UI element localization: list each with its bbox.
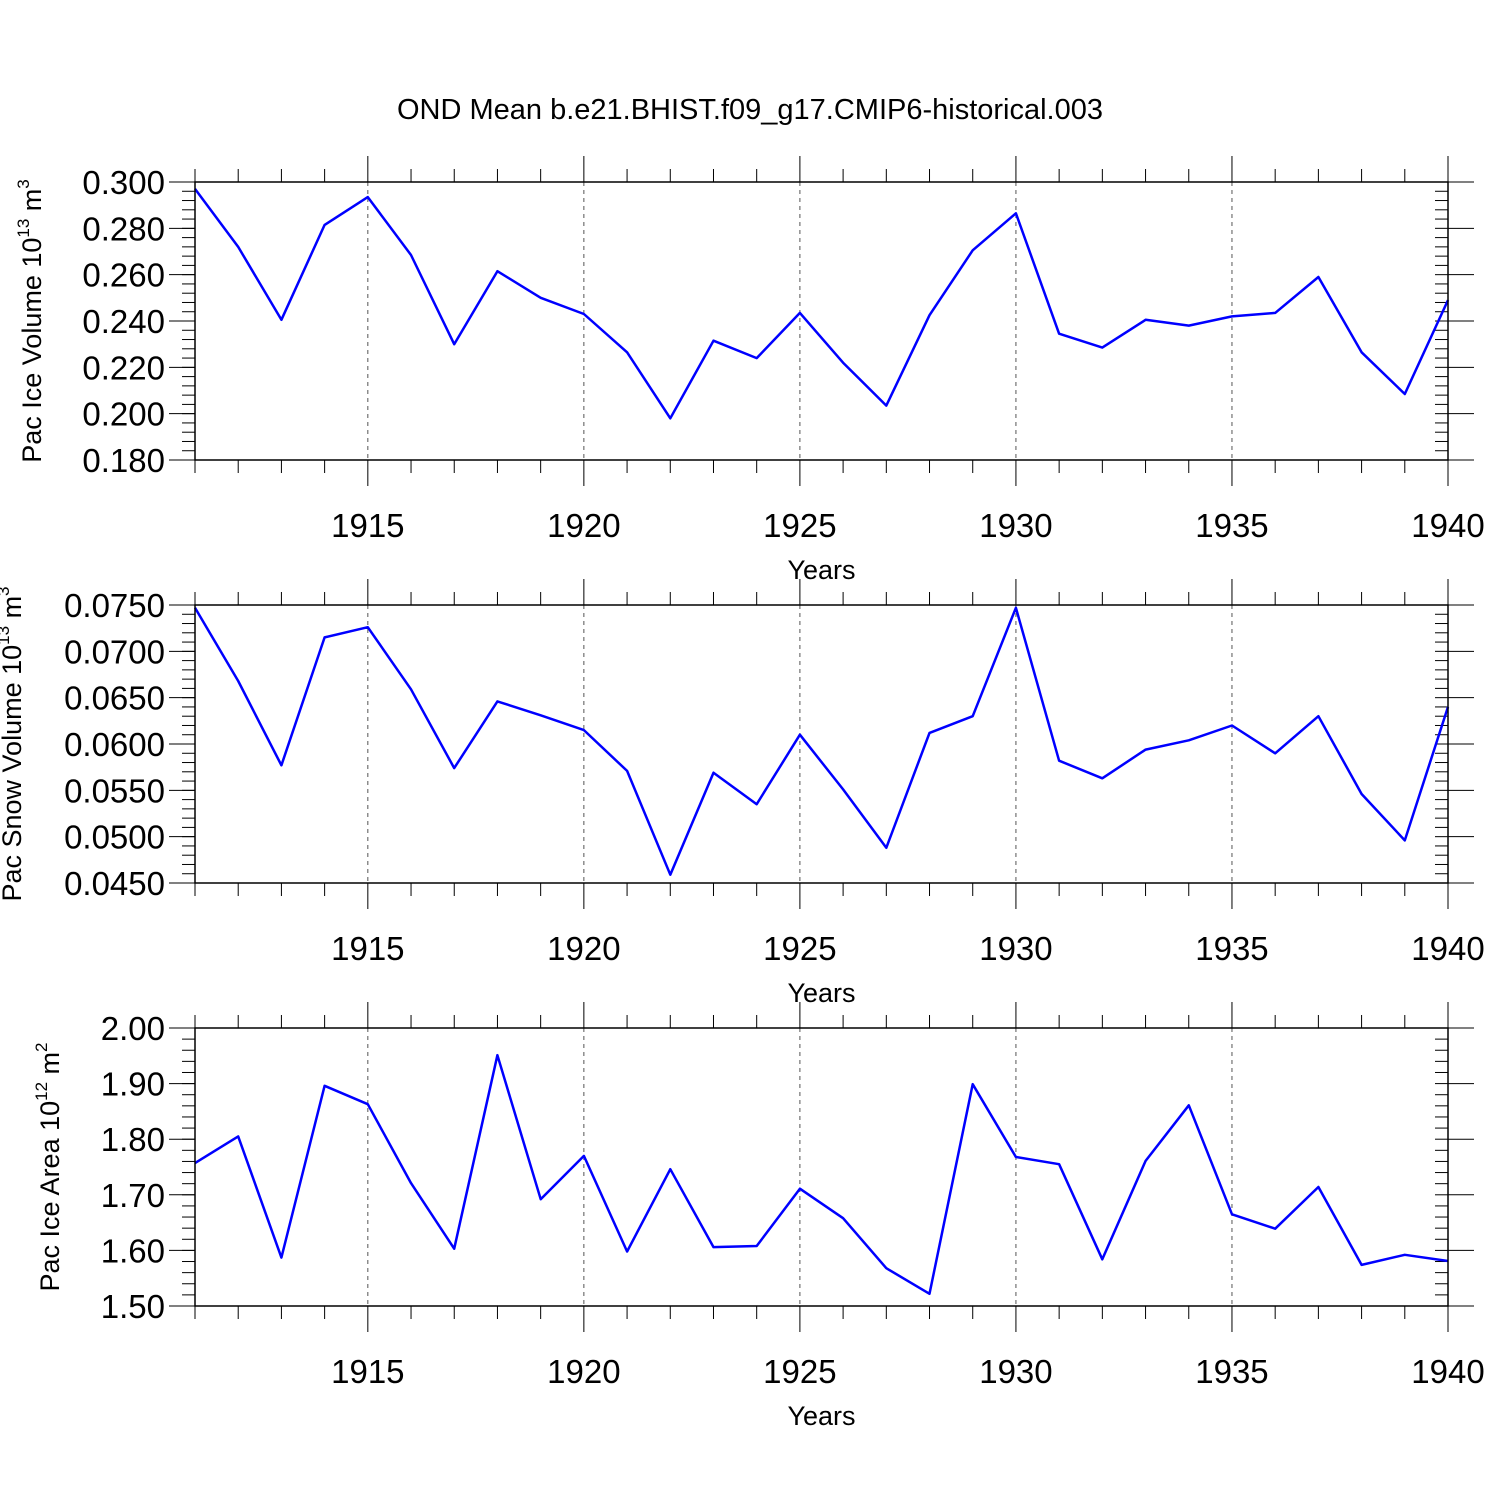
series-line-ice-volume [193, 188, 1450, 420]
y-tick-label: 0.280 [82, 210, 165, 247]
x-tick-label: 1930 [979, 1353, 1052, 1390]
x-tick-label: 1925 [763, 930, 836, 967]
y-tick-label: 1.90 [101, 1066, 165, 1103]
x-tick-label: 1940 [1411, 507, 1484, 544]
y-tick-label: 0.0450 [64, 865, 165, 902]
x-axis-title: Years [787, 1401, 855, 1431]
y-tick-label: 1.80 [101, 1121, 165, 1158]
y-tick-label: 2.00 [101, 1010, 165, 1047]
y-axis-title: Pac Ice Volume 1013 m3 [14, 179, 47, 463]
y-tick-label: 0.180 [82, 442, 165, 479]
plot-frame [194, 604, 1449, 884]
series-line-ice-area [194, 1053, 1449, 1296]
x-tick-label: 1935 [1195, 1353, 1268, 1390]
y-tick-label: 0.200 [82, 396, 165, 433]
y-tick-label: 0.240 [82, 303, 165, 340]
x-tick-label: 1915 [331, 507, 404, 544]
x-tick-label: 1930 [979, 507, 1052, 544]
x-tick-label: 1935 [1195, 930, 1268, 967]
y-tick-label: 0.0500 [64, 819, 165, 856]
y-tick-label: 1.50 [101, 1288, 165, 1325]
y-tick-label: 0.0750 [64, 587, 165, 624]
x-tick-label: 1940 [1411, 930, 1484, 967]
x-tick-label: 1920 [547, 507, 620, 544]
chart-title: OND Mean b.e21.BHIST.f09_g17.CMIP6-histo… [397, 94, 1103, 126]
plot-frame [194, 1027, 1449, 1307]
y-tick-label: 1.70 [101, 1177, 165, 1214]
x-axis-title: Years [787, 555, 855, 585]
panel-ice-area: 1.50 1.60 1.70 1.80 1.90 2.00 1915 1920 1925 1930… [32, 1002, 1485, 1431]
x-tick-label: 1920 [547, 930, 620, 967]
x-tick-label: 1925 [763, 1353, 836, 1390]
y-tick-label: 1.60 [101, 1232, 165, 1269]
x-tick-label: 1935 [1195, 507, 1268, 544]
x-tick-label: 1920 [547, 1353, 620, 1390]
y-tick-label: 0.0550 [64, 772, 165, 809]
x-tick-label: 1925 [763, 507, 836, 544]
x-tick-label: 1915 [331, 930, 404, 967]
y-tick-label: 0.0700 [64, 633, 165, 670]
x-tick-label: 1940 [1411, 1353, 1484, 1390]
panel-ice-volume: 0.180 0.200 0.220 0.240 0.260 0.280 0.300 1915 1… [14, 156, 1485, 585]
x-axis-title: Years [787, 978, 855, 1008]
series-line-snow-volume [193, 606, 1450, 876]
y-tick-label: 0.260 [82, 257, 165, 294]
y-tick-label: 0.0650 [64, 680, 165, 717]
y-axis-title: Pac Ice Area 1012 m2 [32, 1042, 65, 1291]
y-tick-label: 0.0600 [64, 726, 165, 763]
panel-snow-volume: 0.0450 0.0500 0.0550 0.0600 0.0650 0.0700 0.07… [0, 579, 1485, 1008]
y-axis-title: Pac Snow Volume 1013 m3 [0, 586, 27, 901]
y-tick-label: 0.220 [82, 349, 165, 386]
plot-frame [194, 181, 1449, 461]
y-tick-label: 0.300 [82, 164, 165, 201]
x-tick-label: 1930 [979, 930, 1052, 967]
x-tick-label: 1915 [331, 1353, 404, 1390]
